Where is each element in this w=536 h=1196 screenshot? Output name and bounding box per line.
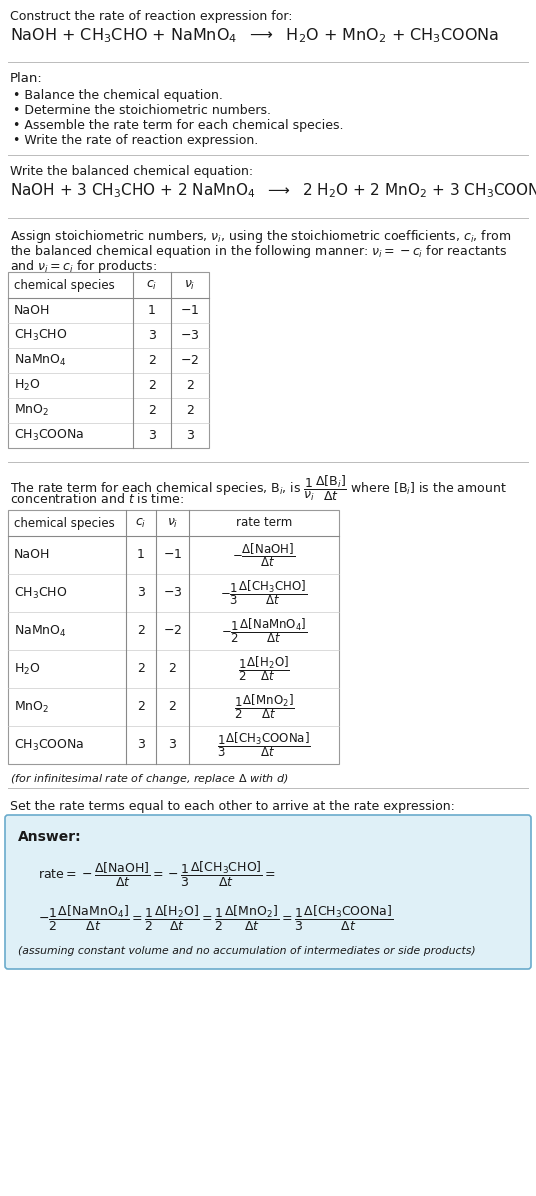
Text: $-1$: $-1$	[163, 549, 182, 561]
Text: and $\nu_i = c_i$ for products:: and $\nu_i = c_i$ for products:	[10, 258, 157, 275]
Text: 2: 2	[148, 404, 156, 417]
Text: Answer:: Answer:	[18, 830, 81, 844]
Text: the balanced chemical equation in the following manner: $\nu_i = -c_i$ for react: the balanced chemical equation in the fo…	[10, 243, 508, 260]
Text: $c_i$: $c_i$	[146, 279, 158, 292]
Text: 3: 3	[148, 329, 156, 342]
Text: Assign stoichiometric numbers, $\nu_i$, using the stoichiometric coefficients, $: Assign stoichiometric numbers, $\nu_i$, …	[10, 228, 511, 245]
Bar	[8, 271, 209, 448]
Text: $\dfrac{1}{3}\dfrac{\Delta[\mathrm{CH_3COONa}]}{\Delta t}$: $\dfrac{1}{3}\dfrac{\Delta[\mathrm{CH_3C…	[217, 731, 311, 759]
Text: $-2$: $-2$	[163, 624, 182, 637]
FancyBboxPatch shape	[5, 814, 531, 969]
Text: The rate term for each chemical species, B$_i$, is $\dfrac{1}{\nu_i}\dfrac{\Delt: The rate term for each chemical species,…	[10, 474, 507, 504]
Bar	[8, 509, 339, 764]
Text: 3: 3	[148, 429, 156, 443]
Text: NaMnO$_4$: NaMnO$_4$	[14, 353, 66, 368]
Text: NaOH + 3 CH$_3$CHO + 2 NaMnO$_4$  $\longrightarrow$  2 H$_2$O + 2 MnO$_2$ + 3 CH: NaOH + 3 CH$_3$CHO + 2 NaMnO$_4$ $\longr…	[10, 181, 536, 200]
Text: $\nu_i$: $\nu_i$	[184, 279, 196, 292]
Text: CH$_3$COONa: CH$_3$COONa	[14, 428, 85, 443]
Text: NaOH + CH$_3$CHO + NaMnO$_4$  $\longrightarrow$  H$_2$O + MnO$_2$ + CH$_3$COONa: NaOH + CH$_3$CHO + NaMnO$_4$ $\longright…	[10, 26, 499, 44]
Text: $\mathrm{rate} = -\dfrac{\Delta[\mathrm{NaOH}]}{\Delta t} = -\dfrac{1}{3}\dfrac{: $\mathrm{rate} = -\dfrac{\Delta[\mathrm{…	[38, 860, 276, 889]
Text: $\dfrac{1}{2}\dfrac{\Delta[\mathrm{H_2O}]}{\Delta t}$: $\dfrac{1}{2}\dfrac{\Delta[\mathrm{H_2O}…	[238, 654, 290, 683]
Text: • Write the rate of reaction expression.: • Write the rate of reaction expression.	[13, 134, 258, 147]
Text: 2: 2	[168, 663, 176, 676]
Text: MnO$_2$: MnO$_2$	[14, 403, 49, 419]
Text: $-\dfrac{\Delta[\mathrm{NaOH}]}{\Delta t}$: $-\dfrac{\Delta[\mathrm{NaOH}]}{\Delta t…	[233, 541, 295, 569]
Text: 2: 2	[148, 354, 156, 367]
Text: 2: 2	[137, 624, 145, 637]
Text: 3: 3	[137, 738, 145, 751]
Text: $\nu_i$: $\nu_i$	[167, 517, 178, 530]
Text: 3: 3	[137, 586, 145, 599]
Text: $-2$: $-2$	[181, 354, 199, 367]
Text: NaOH: NaOH	[14, 549, 50, 561]
Text: $-3$: $-3$	[180, 329, 200, 342]
Text: MnO$_2$: MnO$_2$	[14, 700, 49, 714]
Text: $-\dfrac{1}{2}\dfrac{\Delta[\mathrm{NaMnO_4}]}{\Delta t}$: $-\dfrac{1}{2}\dfrac{\Delta[\mathrm{NaMn…	[221, 617, 307, 646]
Text: 2: 2	[186, 379, 194, 392]
Text: (assuming constant volume and no accumulation of intermediates or side products): (assuming constant volume and no accumul…	[18, 946, 475, 956]
Text: (for infinitesimal rate of change, replace $\Delta$ with $d$): (for infinitesimal rate of change, repla…	[10, 771, 289, 786]
Text: $c_i$: $c_i$	[136, 517, 147, 530]
Text: $-\dfrac{1}{3}\dfrac{\Delta[\mathrm{CH_3CHO}]}{\Delta t}$: $-\dfrac{1}{3}\dfrac{\Delta[\mathrm{CH_3…	[220, 579, 308, 608]
Text: chemical species: chemical species	[14, 279, 115, 292]
Text: $-\dfrac{1}{2}\dfrac{\Delta[\mathrm{NaMnO_4}]}{\Delta t} = \dfrac{1}{2}\dfrac{\D: $-\dfrac{1}{2}\dfrac{\Delta[\mathrm{NaMn…	[38, 904, 393, 933]
Text: Construct the rate of reaction expression for:: Construct the rate of reaction expressio…	[10, 10, 293, 23]
Text: 2: 2	[148, 379, 156, 392]
Text: CH$_3$CHO: CH$_3$CHO	[14, 328, 68, 343]
Text: NaOH: NaOH	[14, 304, 50, 317]
Text: 1: 1	[137, 549, 145, 561]
Text: Set the rate terms equal to each other to arrive at the rate expression:: Set the rate terms equal to each other t…	[10, 800, 455, 813]
Text: 2: 2	[137, 701, 145, 714]
Text: 3: 3	[186, 429, 194, 443]
Text: • Assemble the rate term for each chemical species.: • Assemble the rate term for each chemic…	[13, 118, 344, 132]
Text: $\dfrac{1}{2}\dfrac{\Delta[\mathrm{MnO_2}]}{\Delta t}$: $\dfrac{1}{2}\dfrac{\Delta[\mathrm{MnO_2…	[234, 692, 294, 721]
Text: CH$_3$COONa: CH$_3$COONa	[14, 738, 85, 752]
Text: CH$_3$CHO: CH$_3$CHO	[14, 586, 68, 600]
Text: • Determine the stoichiometric numbers.: • Determine the stoichiometric numbers.	[13, 104, 271, 117]
Text: rate term: rate term	[236, 517, 292, 530]
Text: concentration and $t$ is time:: concentration and $t$ is time:	[10, 492, 184, 506]
Text: 3: 3	[168, 738, 176, 751]
Text: Write the balanced chemical equation:: Write the balanced chemical equation:	[10, 165, 253, 178]
Text: H$_2$O: H$_2$O	[14, 378, 41, 393]
Text: Plan:: Plan:	[10, 72, 43, 85]
Text: • Balance the chemical equation.: • Balance the chemical equation.	[13, 89, 223, 102]
Text: 2: 2	[168, 701, 176, 714]
Text: $-3$: $-3$	[163, 586, 182, 599]
Text: NaMnO$_4$: NaMnO$_4$	[14, 623, 66, 639]
Text: chemical species: chemical species	[14, 517, 115, 530]
Text: 2: 2	[137, 663, 145, 676]
Text: $-1$: $-1$	[181, 304, 199, 317]
Text: 2: 2	[186, 404, 194, 417]
Text: H$_2$O: H$_2$O	[14, 661, 41, 677]
Text: 1: 1	[148, 304, 156, 317]
